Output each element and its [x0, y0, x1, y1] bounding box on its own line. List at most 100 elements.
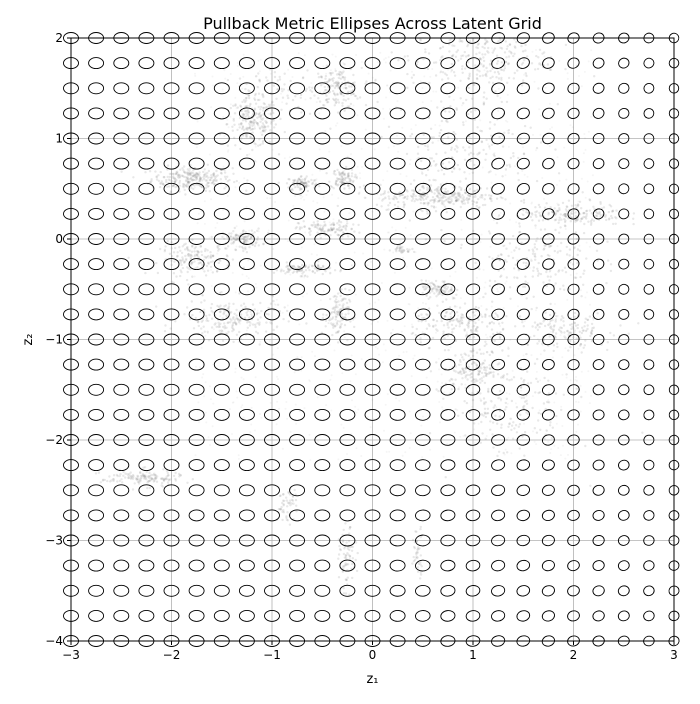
scatter-point: [258, 106, 260, 108]
scatter-point: [342, 306, 344, 308]
scatter-point: [284, 272, 286, 274]
scatter-point: [576, 238, 578, 240]
scatter-point: [437, 381, 439, 383]
scatter-point: [408, 249, 410, 251]
scatter-point: [470, 350, 472, 352]
scatter-point: [230, 73, 232, 75]
scatter-point: [273, 126, 275, 128]
scatter-point: [394, 196, 396, 198]
scatter-point: [610, 270, 612, 272]
scatter-point: [573, 246, 575, 248]
scatter-point: [423, 134, 425, 136]
scatter-point: [448, 50, 450, 52]
scatter-point: [564, 221, 566, 223]
scatter-point: [255, 331, 257, 333]
scatter-point: [478, 152, 480, 154]
scatter-point: [338, 545, 340, 547]
scatter-point: [433, 160, 435, 162]
scatter-point: [257, 239, 259, 241]
scatter-point: [437, 192, 439, 194]
scatter-point: [565, 208, 567, 210]
scatter-point: [488, 315, 490, 317]
scatter-point: [474, 64, 476, 66]
scatter-point: [317, 396, 319, 398]
scatter-point: [443, 173, 445, 175]
scatter-point: [495, 174, 497, 176]
scatter-point: [336, 73, 338, 75]
scatter-point: [505, 61, 507, 63]
scatter-point: [482, 367, 484, 369]
scatter-point: [534, 363, 536, 365]
scatter-point: [275, 123, 277, 125]
scatter-point: [205, 179, 207, 181]
scatter-point: [318, 185, 320, 187]
scatter-point: [285, 238, 287, 240]
scatter-point: [288, 320, 290, 322]
scatter-point: [433, 292, 435, 294]
scatter-point: [474, 190, 476, 192]
scatter-point: [359, 186, 361, 188]
scatter-point: [493, 406, 495, 408]
scatter-point: [244, 220, 246, 222]
scatter-point: [505, 248, 507, 250]
scatter-point: [420, 339, 422, 341]
scatter-point: [235, 309, 237, 311]
scatter-point: [523, 210, 525, 212]
scatter-point: [337, 341, 339, 343]
scatter-point: [432, 142, 434, 144]
scatter-point: [560, 409, 562, 411]
scatter-point: [279, 76, 281, 78]
scatter-point: [577, 200, 579, 202]
scatter-point: [407, 250, 409, 252]
scatter-point: [265, 330, 267, 332]
scatter-point: [362, 253, 364, 255]
scatter-point: [336, 180, 338, 182]
scatter-point: [550, 325, 552, 327]
scatter-point: [248, 97, 250, 99]
scatter-point: [419, 38, 421, 40]
scatter-point: [227, 308, 229, 310]
scatter-point: [484, 53, 486, 55]
scatter-point: [343, 174, 345, 176]
scatter-point: [574, 329, 576, 331]
scatter-point: [260, 106, 262, 108]
scatter-point: [343, 547, 345, 549]
scatter-point: [342, 76, 344, 78]
scatter-point: [551, 361, 553, 363]
scatter-point: [555, 282, 557, 284]
scatter-point: [425, 238, 427, 240]
scatter-point: [206, 172, 208, 174]
scatter-point: [233, 137, 235, 139]
scatter-point: [480, 241, 482, 243]
scatter-point: [286, 182, 288, 184]
scatter-point: [440, 197, 442, 199]
scatter-point: [162, 485, 164, 487]
scatter-point: [522, 381, 524, 383]
scatter-point: [222, 340, 224, 342]
scatter-point: [484, 314, 486, 316]
scatter-point: [250, 236, 252, 238]
scatter-point: [554, 303, 556, 305]
scatter-point: [460, 364, 462, 366]
scatter-point: [428, 202, 430, 204]
scatter-point: [225, 123, 227, 125]
scatter-point: [454, 379, 456, 381]
scatter-point: [459, 196, 461, 198]
scatter-point: [402, 201, 404, 203]
scatter-point: [515, 41, 517, 43]
scatter-point: [361, 358, 363, 360]
scatter-point: [513, 427, 515, 429]
scatter-point: [432, 326, 434, 328]
scatter-point: [501, 197, 503, 199]
scatter-point: [419, 189, 421, 191]
scatter-point: [496, 119, 498, 121]
scatter-point: [443, 337, 445, 339]
scatter-point: [395, 248, 397, 250]
scatter-point: [505, 402, 507, 404]
scatter-point: [419, 528, 421, 530]
scatter-point: [341, 372, 343, 374]
scatter-point: [387, 393, 389, 395]
scatter-point: [338, 224, 340, 226]
scatter-point: [350, 153, 352, 155]
scatter-point: [378, 354, 380, 356]
